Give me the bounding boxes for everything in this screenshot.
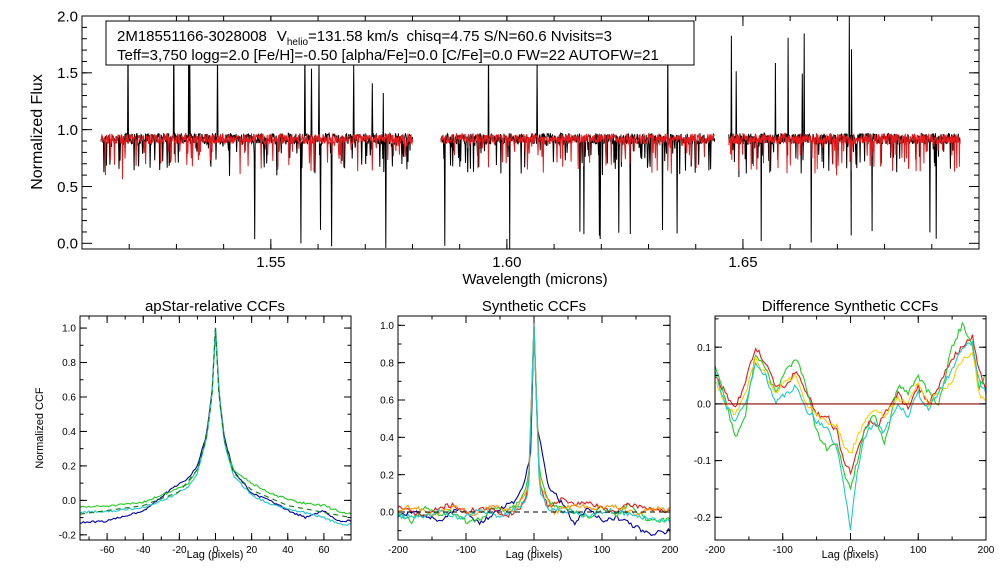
ccf-synthetic-xlabel: Lag (pixels) (506, 549, 563, 561)
y-tick-label: 0.0 (57, 236, 78, 253)
ccf-synthetic-panel: Synthetic CCFs -200 -100 0 100 200 0.0 0.2 0.4 0… (380, 298, 679, 561)
spectrum-traces (100, 15, 961, 249)
spectrum-series-model-chip3 (728, 132, 961, 176)
spectrum-xlabel: Wavelength (microns) (462, 271, 607, 288)
x-tick-label: 60 (318, 545, 330, 556)
spectrum-info-box (105, 20, 695, 66)
ccf-difference-traces (714, 321, 987, 531)
spectrum-panel: 1.55 1.60 1.65 0.0 0.5 1.0 1.5 2.0 Normalized F… (29, 8, 980, 288)
y-tick-label: 0.4 (380, 433, 394, 444)
ccf-apstar-title: apStar-relative CCFs (145, 298, 285, 315)
x-tick-label: 1.60 (492, 254, 521, 271)
y-tick-label: -0.1 (694, 456, 712, 467)
ccf-difference-axis-ticks: -200 -100 0 100 200 -0.2 -0.1 0.0 0.1 (694, 316, 995, 556)
y-tick-label: 0.0 (380, 508, 394, 519)
y-tick-label: 2.0 (57, 8, 78, 25)
ccf-difference-title: Difference Synthetic CCFs (762, 298, 938, 315)
x-tick-label: 100 (910, 545, 927, 556)
vhelio-value: =131.58 km/s (308, 28, 398, 45)
ccf-apstar-frame (79, 315, 352, 541)
x-tick-label: 1.55 (256, 254, 285, 271)
y-tick-label: 0.1 (697, 343, 711, 354)
x-tick-label: -60 (100, 545, 115, 556)
ccf-synthetic-frame (397, 315, 671, 541)
vhelio-symbol: V (277, 28, 287, 45)
ccf-series-visit-1 (79, 328, 352, 524)
y-tick-label: 1.0 (380, 321, 394, 332)
fit-statistics: chisq=4.75 S/N=60.6 Nvisits=3 (406, 28, 612, 45)
ccf-series-mean (79, 328, 352, 519)
x-tick-label: 0 (213, 545, 219, 556)
ccf-apstar-traces (79, 327, 352, 526)
spectrum-title-line2: Teff=3,750 logg=2.0 [Fe/H]=-0.50 [alpha/… (117, 47, 659, 64)
spectrum-plot-frame (81, 15, 980, 250)
x-tick-label: 0 (848, 545, 854, 556)
x-tick-label: -20 (172, 545, 187, 556)
ccf-series-visit-3 (714, 351, 987, 454)
x-tick-label: -200 (388, 545, 408, 556)
x-tick-label: -100 (773, 545, 793, 556)
ccf-series-visit-1 (714, 334, 987, 476)
spectrum-series-model-chip1 (100, 132, 413, 180)
x-tick-label: 200 (662, 545, 679, 556)
y-tick-label: 1.5 (57, 65, 78, 82)
y-tick-label: 0.5 (57, 179, 78, 196)
ccf-series-visit-2 (397, 324, 671, 525)
spectrum-series-observed-chip3 (728, 15, 961, 243)
object-id: 2M18551166-3028008 (117, 28, 267, 45)
ccf-series-visit-2 (79, 327, 352, 515)
ccf-series-visit-4 (714, 339, 987, 531)
x-tick-label: -100 (456, 545, 476, 556)
ccf-difference-xlabel: Lag (pixels) (822, 549, 879, 561)
y-tick-label: 1.0 (57, 122, 78, 139)
y-tick-label: 0.6 (380, 396, 394, 407)
ccf-series-visit-3 (79, 328, 352, 526)
x-tick-label: 100 (594, 545, 611, 556)
vhelio-subscript: helio (287, 37, 309, 48)
spectrum-title-line1: 2M18551166-3028008 Vhelio=131.58 km/s chis… (117, 28, 612, 48)
ccf-series-visit-4 (397, 326, 671, 517)
ccf-synthetic-title: Synthetic CCFs (482, 298, 586, 315)
ccf-apstar-axis-ticks: -60 -40 -20 0 20 40 60 -0.2 0.0 0.2 0.4 0.6 0.8 1.0 (59, 316, 351, 556)
ccf-difference-panel: Difference Synthetic CCFs -200 -100 0 100 20… (694, 298, 995, 561)
spectrum-series-observed-chip2 (440, 40, 716, 249)
ccf-apstar-ylabel: Normalized CCF (34, 387, 46, 469)
ccf-synthetic-traces (397, 323, 671, 537)
y-tick-label: 0.0 (62, 496, 76, 507)
y-tick-label: 0.0 (697, 399, 711, 410)
ccf-series-visit-2 (714, 321, 987, 491)
ccf-apstar-xlabel: Lag (pixels) (187, 549, 244, 561)
y-tick-label: -0.2 (59, 530, 77, 541)
y-tick-label: -0.2 (694, 513, 712, 524)
spectrum-ylabel: Normalized Flux (29, 74, 46, 190)
y-tick-label: 0.8 (380, 358, 394, 369)
ccf-apstar-panel: apStar-relative CCFs -60 -40 -20 0 20 40 60 -0.… (34, 298, 352, 561)
x-tick-label: 200 (978, 545, 995, 556)
y-tick-label: 0.4 (62, 427, 76, 438)
x-tick-label: -200 (705, 545, 725, 556)
x-tick-label: 1.65 (728, 254, 757, 271)
x-tick-label: 20 (246, 545, 258, 556)
x-tick-label: 40 (282, 545, 294, 556)
x-tick-label: -40 (136, 545, 151, 556)
ccf-series-visit-5 (397, 324, 671, 524)
y-tick-label: 0.2 (62, 462, 76, 473)
y-tick-label: 0.8 (62, 358, 76, 369)
ccf-synthetic-axis-ticks: -200 -100 0 100 200 0.0 0.2 0.4 0.6 0.8 1.0 (380, 316, 679, 556)
y-tick-label: 0.6 (62, 393, 76, 404)
y-tick-label: 1.0 (62, 324, 76, 335)
x-tick-label: 0 (531, 545, 537, 556)
spectrum-series-model-chip2 (440, 132, 715, 174)
y-tick-label: 0.2 (380, 470, 394, 481)
ccf-series-visit-3 (397, 323, 671, 519)
